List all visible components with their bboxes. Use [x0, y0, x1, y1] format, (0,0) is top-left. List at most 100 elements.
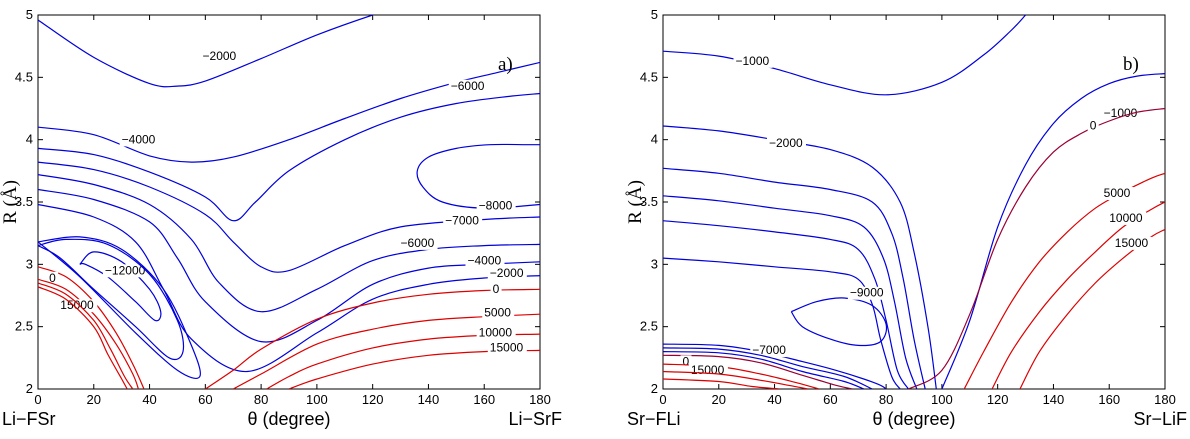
contour-label-0-left: 0 [683, 354, 690, 368]
x-tick-label: 40 [142, 392, 156, 407]
contour-label-2000: −2000 [769, 136, 803, 150]
contour-line-6000-b [38, 174, 540, 313]
contour-label-bg [487, 266, 527, 280]
contour-line-8000 [416, 143, 540, 209]
contour-line-12000 [79, 251, 162, 322]
contour-line-left3 [38, 282, 134, 389]
contour-label-bg [1112, 236, 1152, 250]
y-tick-label: 3 [651, 256, 658, 271]
y-tick-label: 2 [651, 381, 658, 396]
contour-label-bg [448, 79, 488, 93]
contour-label-15000-left: 15000 [691, 363, 725, 377]
contour-label-1000-right: −1000 [1104, 106, 1138, 120]
x-tick-label: 100 [306, 392, 328, 407]
contour-line-c4 [663, 195, 918, 389]
contour-label-bg [102, 264, 149, 278]
contour-label-8000: −8000 [479, 198, 513, 212]
contour-label-15000-left: 15000 [60, 298, 94, 312]
contour-label-7000: −7000 [752, 343, 786, 357]
contour-label-7000-a: −7000 [445, 213, 479, 227]
contour-line-c9 [663, 351, 865, 389]
y-tick-label: 2.5 [15, 319, 33, 334]
contour-line-4000-b [38, 188, 540, 343]
contour-label-bg [58, 299, 98, 313]
contour-label-bg [847, 286, 887, 300]
y-tick-label: 3.5 [15, 194, 33, 209]
contour-line-4000 [38, 61, 540, 163]
contour-line-0-right [908, 107, 1165, 389]
y-tick-label: 3 [26, 256, 33, 271]
contour-label-10000: 10000 [1109, 211, 1143, 225]
contour-line-2000-b [38, 203, 540, 373]
contour-line-7000 [663, 343, 887, 389]
contour-label-15000-a: 15000 [490, 341, 524, 355]
y-tick-label: 4.5 [640, 69, 658, 84]
contour-label-0-left: 0 [49, 271, 56, 285]
contour-label-2000-b: −2000 [490, 266, 524, 280]
x-tick-label: 40 [767, 392, 781, 407]
contour-label-4000-b: −4000 [467, 253, 501, 267]
contour-line-15000-left [38, 278, 139, 389]
contour-label-bg [47, 271, 59, 285]
contour-line-0-a [204, 288, 540, 389]
contour-line-10000 [991, 201, 1165, 389]
x-tick-label: 60 [198, 392, 212, 407]
contour-line-r2 [663, 370, 809, 389]
contour-label-10000-a: 10000 [479, 326, 513, 340]
contour-label-bg [733, 54, 773, 68]
contour-line-0-left [663, 354, 853, 389]
contour-line-c6 [663, 257, 901, 389]
y-tick-label: 2 [26, 381, 33, 396]
contour-label-bg [1101, 107, 1141, 121]
contour-line-left4 [38, 286, 128, 389]
left-corner-label: Sr−FLi [627, 409, 681, 429]
contour-line-5000 [963, 172, 1165, 389]
contour-label-bg [200, 49, 240, 63]
right-corner-label: Li−SrF [508, 409, 562, 429]
contour-label-bg [1101, 187, 1134, 201]
y-tick-label: 5 [26, 7, 33, 22]
contour-label-bg [680, 355, 692, 369]
x-tick-label: 60 [823, 392, 837, 407]
contour-line-c5 [663, 220, 909, 389]
y-tick-label: 2.5 [640, 319, 658, 334]
contour-line-2000 [38, 15, 375, 88]
y-tick-label: 5 [651, 7, 658, 22]
contour-line-c8 [663, 347, 873, 389]
panel-b: 0 20 40 60 80 100 120 140 160 180 2 2.5 3 3.5 4 4.5 5 −10… [625, 7, 1187, 429]
contour-label-15000: 15000 [1115, 236, 1149, 250]
plot-frame [662, 14, 1166, 390]
contour-line-inner2 [38, 236, 201, 379]
x-tick-label: 80 [879, 392, 893, 407]
contour-label-bg [119, 133, 159, 147]
y-tick-label: 4.5 [15, 69, 33, 84]
x-tick-label: 100 [931, 392, 953, 407]
y-tick-label: 3.5 [640, 194, 658, 209]
contour-label-bg [750, 344, 790, 358]
x-tick-label: 160 [473, 392, 495, 407]
x-tick-label: 160 [1098, 392, 1120, 407]
x-tick-label: 140 [1043, 392, 1065, 407]
x-tick-label: 20 [87, 392, 101, 407]
x-axis-label: θ (degree) [247, 409, 330, 429]
x-tick-label: 120 [362, 392, 384, 407]
contour-line-7000-a [38, 161, 540, 273]
contour-label-6000-b: −6000 [401, 236, 435, 250]
contour-line-0-left [38, 266, 145, 389]
contour-label-bg [766, 137, 806, 151]
contour-line-c3 [663, 167, 926, 389]
x-tick-label: 0 [34, 392, 41, 407]
contour-label-bg [487, 341, 527, 355]
contour-label-bg [490, 283, 502, 297]
y-tick-label: 4 [651, 132, 658, 147]
contour-label-bg [398, 236, 438, 250]
contour-label-bg [443, 214, 483, 228]
contour-label-5000: 5000 [1104, 186, 1131, 200]
y-axis-label: R (Å) [0, 180, 21, 224]
x-tick-label: 120 [987, 392, 1009, 407]
contour-line-r3 [663, 378, 781, 389]
x-tick-label: 0 [659, 392, 666, 407]
contour-line-1000-right [941, 73, 1165, 389]
contour-label-bg [476, 199, 516, 213]
